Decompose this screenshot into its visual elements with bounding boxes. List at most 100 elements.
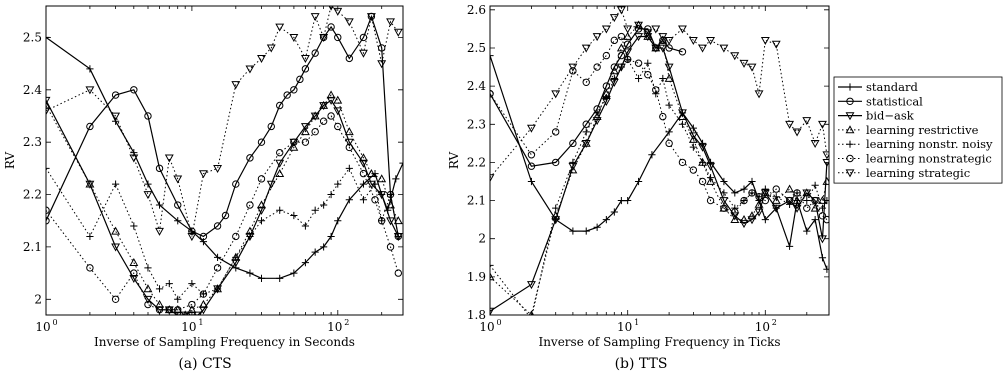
data-point xyxy=(275,168,285,177)
data-point xyxy=(111,112,121,121)
data-point xyxy=(740,196,748,205)
data-point xyxy=(569,227,577,235)
data-point xyxy=(602,51,611,60)
data-point xyxy=(569,139,577,148)
data-point xyxy=(221,211,230,220)
data-point xyxy=(144,112,152,120)
data-point xyxy=(257,200,266,209)
data-point xyxy=(257,274,266,282)
data-point xyxy=(111,295,120,303)
data-point xyxy=(582,78,590,86)
data-point xyxy=(246,232,254,241)
data-point xyxy=(276,148,284,157)
data-point xyxy=(706,196,715,205)
data-point xyxy=(617,196,625,205)
data-point xyxy=(634,74,643,83)
data-point xyxy=(644,70,652,79)
data-point xyxy=(803,204,811,212)
data-point xyxy=(320,243,328,251)
data-point xyxy=(720,189,728,197)
data-point xyxy=(785,200,794,208)
data-point xyxy=(232,253,240,261)
data-point xyxy=(664,73,674,82)
data-point xyxy=(111,243,121,252)
series-line-4 xyxy=(46,167,399,301)
data-point xyxy=(344,127,354,136)
data-point xyxy=(386,18,395,27)
data-point xyxy=(740,185,748,193)
y-tick-label: 2 xyxy=(478,232,486,246)
data-point xyxy=(267,122,275,131)
data-point xyxy=(213,222,222,230)
data-point xyxy=(174,295,182,303)
data-point xyxy=(678,109,687,118)
data-point xyxy=(719,197,729,206)
series-line-3 xyxy=(490,24,828,315)
data-point xyxy=(490,307,495,315)
data-point xyxy=(802,117,812,126)
x-axis-label: Inverse of Sampling Frequency in Seconds xyxy=(94,335,355,349)
legend-marker xyxy=(846,83,854,91)
data-point xyxy=(85,86,95,95)
data-point xyxy=(290,269,298,277)
data-point xyxy=(257,206,266,215)
data-point xyxy=(371,196,379,204)
data-point xyxy=(755,193,763,201)
data-point xyxy=(747,211,757,220)
data-point xyxy=(771,40,781,49)
data-point xyxy=(818,254,827,262)
data-point xyxy=(706,162,716,171)
data-point xyxy=(366,168,376,177)
x-ticks xyxy=(45,6,383,315)
data-point xyxy=(706,176,716,185)
data-point xyxy=(719,44,729,53)
data-point xyxy=(552,204,560,212)
series-line-3 xyxy=(46,94,399,315)
data-point xyxy=(823,215,829,224)
data-point xyxy=(582,227,590,235)
legend-entry: statistical xyxy=(866,94,923,108)
chart-panel-b: 10 0 10 1 10 21.81.922.12.22.32.42.52.6Invers… xyxy=(447,3,1003,372)
panel-caption: (a) CTS xyxy=(178,356,231,372)
data-point xyxy=(720,204,728,212)
series-line-0 xyxy=(490,55,828,270)
data-point xyxy=(289,34,299,43)
data-point xyxy=(334,180,342,188)
legend-marker xyxy=(846,97,854,106)
y-tick-label: 2.2 xyxy=(23,188,42,202)
data-point xyxy=(818,212,827,220)
data-point xyxy=(46,96,51,105)
y-tick-label: 2.5 xyxy=(23,30,42,44)
data-point xyxy=(688,36,698,45)
data-point xyxy=(490,272,495,281)
data-point xyxy=(771,195,781,204)
y-ticks xyxy=(490,9,829,316)
data-point xyxy=(174,201,182,209)
data-point xyxy=(698,44,708,53)
data-point xyxy=(301,65,310,73)
data-point xyxy=(310,111,320,120)
data-point xyxy=(301,259,310,267)
legend-entry: learning nonstrategic xyxy=(866,152,992,166)
data-point xyxy=(377,174,387,183)
data-point xyxy=(623,40,632,48)
data-point xyxy=(174,217,182,225)
data-point xyxy=(658,44,668,53)
data-point xyxy=(720,177,728,186)
data-point xyxy=(760,188,770,197)
data-point xyxy=(213,164,223,173)
data-point xyxy=(86,122,94,131)
data-point xyxy=(490,51,494,60)
data-point xyxy=(275,23,285,32)
data-point xyxy=(659,74,667,83)
data-point xyxy=(275,159,285,168)
data-point xyxy=(257,217,266,225)
legend-entry: learning strategic xyxy=(866,166,970,180)
x-tick-label: 10 xyxy=(755,320,770,334)
x-tick-exponent: 2 xyxy=(772,318,777,327)
data-point xyxy=(568,165,578,174)
data-point xyxy=(290,138,298,146)
data-point xyxy=(664,36,674,45)
x-tick-label: 10 xyxy=(617,320,632,334)
data-point xyxy=(394,269,403,277)
